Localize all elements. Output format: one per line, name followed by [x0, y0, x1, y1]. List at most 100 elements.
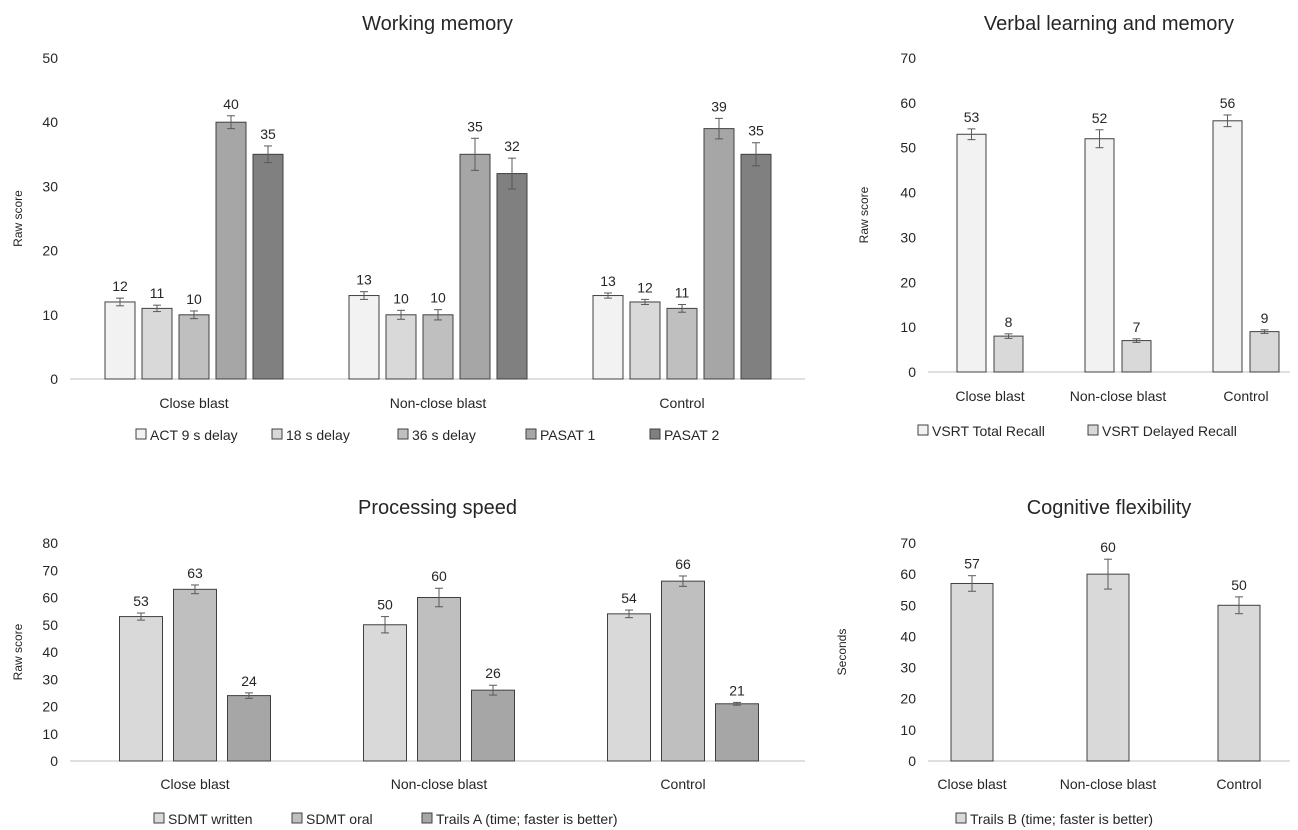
- data-label: 8: [1005, 314, 1013, 330]
- bar: [141, 307, 173, 380]
- category-label: Close blast: [937, 776, 1006, 792]
- data-label: 10: [186, 291, 202, 307]
- bar: [348, 295, 380, 380]
- data-label: 52: [1092, 110, 1108, 126]
- bar: [173, 588, 217, 762]
- y-tick-label: 0: [50, 753, 58, 769]
- y-tick-label: 10: [42, 307, 58, 323]
- bar: [104, 301, 136, 380]
- bar: [252, 153, 284, 380]
- category-label: Non-close blast: [1070, 388, 1167, 404]
- bar: [471, 689, 515, 762]
- y-tick-label: 40: [42, 644, 58, 660]
- data-label: 40: [223, 96, 239, 112]
- y-tick-label: 40: [42, 114, 58, 130]
- chart-title: Cognitive flexibility: [1027, 497, 1192, 519]
- category-label: Close blast: [160, 776, 229, 792]
- bar: [703, 128, 735, 380]
- bar: [227, 695, 271, 762]
- y-tick-label: 50: [42, 50, 58, 66]
- y-tick-label: 10: [900, 722, 916, 738]
- y-tick-label: 20: [900, 691, 916, 707]
- data-label: 35: [467, 118, 483, 134]
- category-label: Non-close blast: [1060, 776, 1157, 792]
- legend-swatch: [291, 812, 303, 824]
- legend-swatch: [397, 428, 409, 440]
- category-label: Close blast: [159, 395, 228, 411]
- bar: [1212, 120, 1243, 373]
- legend-swatch: [271, 428, 283, 440]
- legend-label: ACT 9 s delay: [150, 427, 238, 443]
- y-tick-label: 20: [42, 699, 58, 715]
- legend-label: SDMT written: [168, 811, 253, 827]
- bar: [956, 133, 987, 373]
- legend-label: VSRT Total Recall: [932, 423, 1045, 439]
- data-label: 60: [1100, 539, 1116, 555]
- bar: [1217, 604, 1261, 762]
- category-label: Non-close blast: [390, 395, 487, 411]
- bar: [417, 597, 461, 762]
- data-label: 53: [964, 109, 980, 125]
- bar: [661, 580, 705, 762]
- data-label: 50: [377, 597, 393, 613]
- bar: [1249, 331, 1280, 373]
- category-label: Close blast: [955, 388, 1024, 404]
- legend-label: 36 s delay: [412, 427, 476, 443]
- category-label: Control: [659, 395, 704, 411]
- data-label: 24: [241, 673, 257, 689]
- y-tick-label: 0: [50, 371, 58, 387]
- data-label: 56: [1220, 95, 1236, 111]
- legend-label: Trails B (time; faster is better): [970, 811, 1153, 827]
- bar: [592, 295, 624, 380]
- data-label: 57: [964, 556, 980, 572]
- legend-label: PASAT 1: [540, 427, 595, 443]
- bar: [607, 613, 651, 762]
- legend-swatch: [135, 428, 147, 440]
- bar: [950, 582, 994, 762]
- data-label: 32: [504, 138, 520, 154]
- bar: [1121, 340, 1152, 373]
- bar: [1086, 573, 1130, 762]
- legend-swatch: [955, 812, 967, 824]
- y-axis-title: Raw score: [857, 186, 871, 243]
- legend-label: SDMT oral: [306, 811, 373, 827]
- data-label: 53: [133, 593, 149, 609]
- data-label: 50: [1231, 577, 1247, 593]
- data-label: 13: [356, 272, 372, 288]
- y-tick-label: 30: [900, 229, 916, 245]
- y-tick-label: 30: [42, 671, 58, 687]
- y-tick-label: 60: [900, 566, 916, 582]
- legend-label: PASAT 2: [664, 427, 719, 443]
- y-tick-label: 50: [42, 617, 58, 633]
- data-label: 26: [485, 665, 501, 681]
- category-label: Non-close blast: [391, 776, 488, 792]
- data-label: 35: [748, 123, 764, 139]
- legend-swatch: [649, 428, 661, 440]
- bar: [422, 314, 454, 380]
- bar: [178, 314, 210, 380]
- bar: [1084, 138, 1115, 373]
- bar: [385, 314, 417, 380]
- y-axis-title: Raw score: [11, 623, 25, 680]
- bar: [215, 121, 247, 380]
- y-tick-label: 20: [42, 243, 58, 259]
- y-tick-label: 20: [900, 274, 916, 290]
- y-tick-label: 70: [42, 562, 58, 578]
- y-tick-label: 0: [908, 364, 916, 380]
- data-label: 21: [729, 682, 745, 698]
- bar: [363, 624, 407, 762]
- bar: [666, 307, 698, 380]
- data-label: 66: [675, 556, 691, 572]
- y-tick-label: 30: [42, 178, 58, 194]
- legend-label: Trails A (time; faster is better): [436, 811, 618, 827]
- data-label: 13: [600, 273, 616, 289]
- data-label: 54: [621, 590, 637, 606]
- chart-panel-2: Verbal learning and memory Raw score 0 10 20…: [857, 13, 1290, 439]
- data-label: 12: [112, 278, 128, 294]
- data-label: 39: [711, 98, 727, 114]
- data-label: 10: [393, 290, 409, 306]
- data-label: 60: [431, 568, 447, 584]
- bar: [740, 153, 772, 380]
- y-tick-label: 50: [900, 597, 916, 613]
- y-axis-title: Raw score: [11, 190, 25, 247]
